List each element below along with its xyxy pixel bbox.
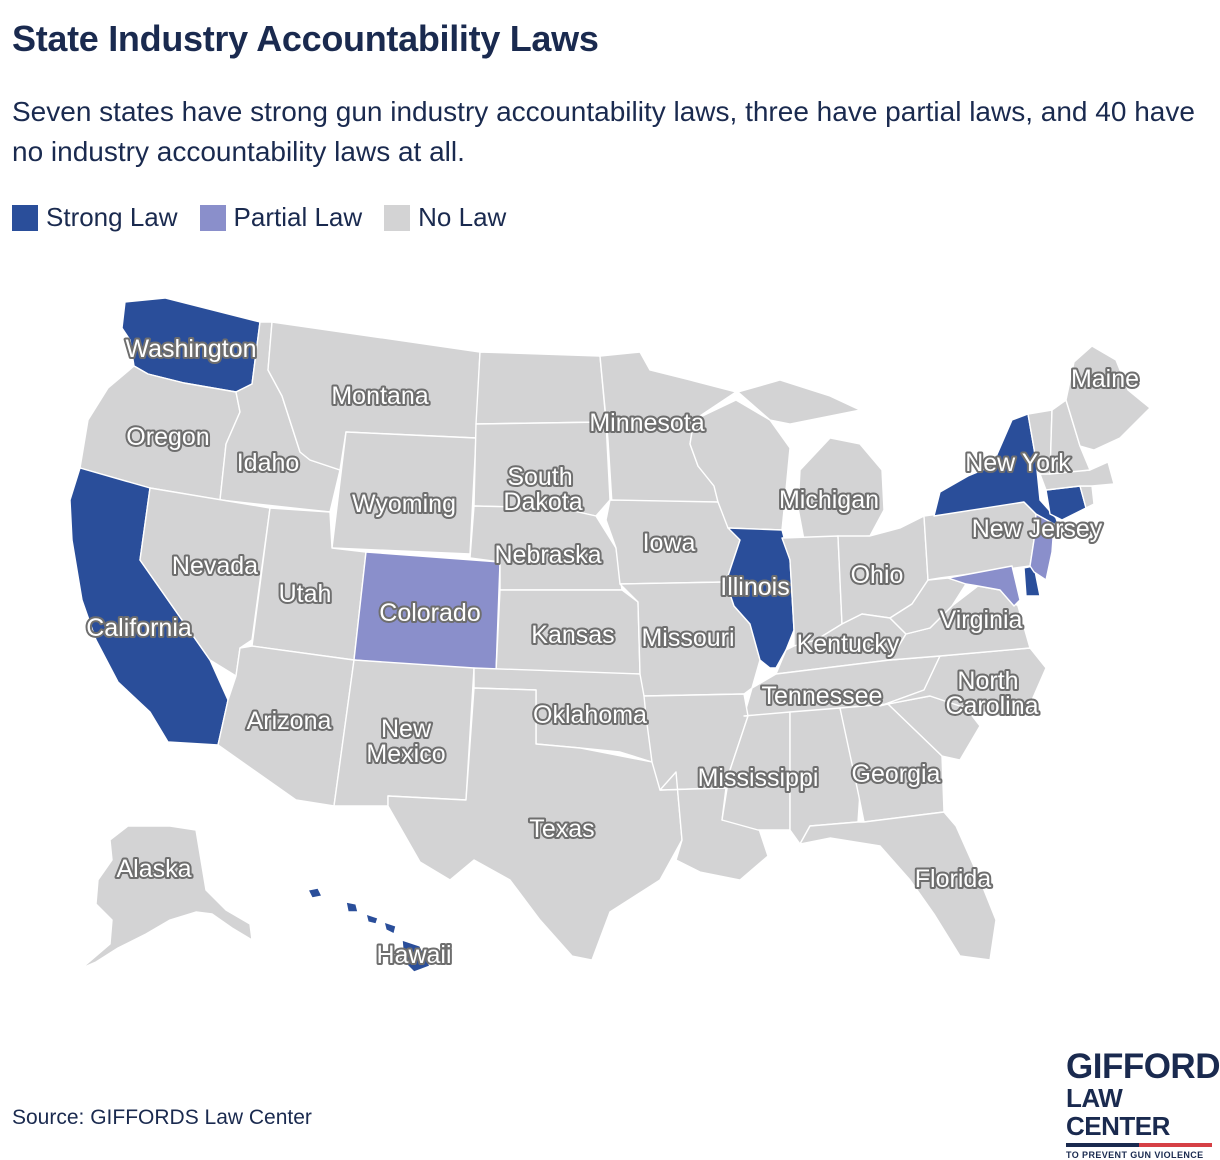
logo-bar xyxy=(1066,1143,1212,1147)
legend-swatch-none xyxy=(384,204,411,231)
legend: Strong Law Partial Law No Law xyxy=(12,202,528,233)
chart-subtitle: Seven states have strong gun industry ac… xyxy=(12,96,1195,167)
state-florida[interactable] xyxy=(799,811,997,961)
state-label-wyoming: Wyoming xyxy=(352,490,456,518)
legend-label-strong: Strong Law xyxy=(46,202,178,232)
giffords-logo: GIFFORDS LAW CENTER TO PREVENT GUN VIOLE… xyxy=(1066,1047,1220,1160)
state-label-kansas: Kansas xyxy=(531,621,614,649)
state-label-minnesota: Minnesota xyxy=(589,409,704,437)
state-label-texas: Texas xyxy=(529,815,594,843)
chart-title: State Industry Accountability Laws xyxy=(12,18,599,59)
logo-line2: LAW CENTER xyxy=(1066,1083,1170,1141)
logo-tagline: TO PREVENT GUN VIOLENCE xyxy=(1066,1150,1204,1160)
legend-label-partial: Partial Law xyxy=(233,202,363,232)
state-label-california: California xyxy=(86,614,192,642)
state-label-michigan: Michigan xyxy=(779,486,879,514)
state-label-georgia: Georgia xyxy=(852,760,941,788)
state-north-dakota[interactable] xyxy=(475,351,607,425)
state-label-oregon: Oregon xyxy=(126,423,209,451)
state-label-ohio: Ohio xyxy=(851,561,904,589)
legend-swatch-strong xyxy=(12,204,38,231)
state-hawaii[interactable] xyxy=(307,887,431,973)
state-label-north-carolina: North Carolina xyxy=(945,667,1038,720)
state-label-utah: Utah xyxy=(279,580,332,608)
state-label-tennessee: Tennessee xyxy=(762,682,883,710)
state-label-new-york: New York xyxy=(965,449,1071,477)
state-maryland[interactable] xyxy=(947,565,1021,607)
state-new-jersey[interactable] xyxy=(1029,513,1055,581)
state-label-nevada: Nevada xyxy=(172,552,258,580)
state-label-new-jersey: New Jersey xyxy=(972,515,1103,543)
state-label-missouri: Missouri xyxy=(641,624,734,652)
state-label-idaho: Idaho xyxy=(237,449,300,477)
state-label-south-dakota: South Dakota xyxy=(503,463,582,516)
state-label-arizona: Arizona xyxy=(247,707,332,735)
logo-line1: GIFFORDS xyxy=(1066,1047,1220,1086)
state-label-oklahoma: Oklahoma xyxy=(533,701,647,729)
state-label-illinois: Illinois xyxy=(720,573,789,601)
state-label-maine: Maine xyxy=(1071,365,1139,393)
state-vermont[interactable] xyxy=(1027,409,1053,475)
state-michigan[interactable] xyxy=(737,379,885,541)
legend-swatch-partial xyxy=(199,204,226,231)
legend-item-strong: Strong Law xyxy=(12,202,178,233)
state-label-colorado: Colorado xyxy=(379,599,480,627)
logo-bar-red xyxy=(1139,1143,1212,1147)
state-new-hampshire[interactable] xyxy=(1049,399,1091,475)
legend-item-partial: Partial Law xyxy=(199,202,363,233)
source-note: Source: GIFFORDS Law Center xyxy=(12,1106,312,1129)
state-texas[interactable] xyxy=(387,687,683,961)
state-label-washington: Washington xyxy=(125,335,256,363)
state-north-carolina[interactable] xyxy=(879,647,1047,717)
legend-label-none: No Law xyxy=(418,202,507,232)
state-alaska[interactable] xyxy=(81,825,253,969)
state-label-iowa: Iowa xyxy=(643,529,696,557)
state-label-mississippi: Mississippi xyxy=(698,764,819,792)
state-label-alaska: Alaska xyxy=(116,855,191,883)
state-new-york[interactable] xyxy=(933,413,1061,531)
state-label-nebraska: Nebraska xyxy=(495,541,602,569)
state-massachusetts[interactable] xyxy=(1039,461,1115,491)
state-label-new-mexico: New Mexico xyxy=(366,715,445,768)
state-maine[interactable] xyxy=(1065,345,1151,451)
state-label-virginia: Virginia xyxy=(940,606,1023,634)
state-label-hawaii: Hawaii xyxy=(376,941,451,969)
state-label-florida: Florida xyxy=(915,865,992,893)
logo-bar-blue xyxy=(1066,1143,1139,1147)
state-label-montana: Montana xyxy=(331,382,428,410)
legend-item-none: No Law xyxy=(384,202,506,233)
state-label-kentucky: Kentucky xyxy=(797,630,900,658)
